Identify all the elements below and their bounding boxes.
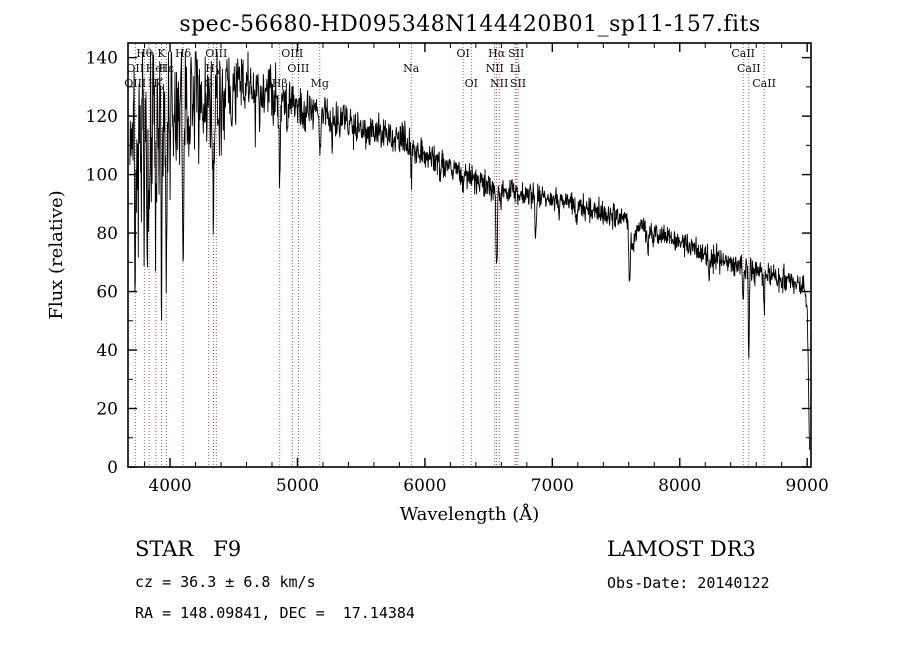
spectral-line-label: CaII — [731, 47, 755, 60]
spectral-line-label: CaII — [752, 77, 776, 90]
chart-title: spec-56680-HD095348N144420B01_sp11-157.f… — [179, 12, 761, 37]
coordinates-label: RA = 148.09841, DEC = 17.14384 — [135, 604, 415, 622]
spectral-line-label: OIII — [124, 77, 146, 90]
y-tick-label: 100 — [86, 166, 118, 186]
x-tick-label: 7000 — [531, 476, 574, 496]
spectral-line-label: K — [157, 47, 166, 60]
x-tick-label: 5000 — [276, 476, 319, 496]
y-tick-label: 140 — [86, 49, 118, 69]
redshift-velocity-label: cz = 36.3 ± 6.8 km/s — [135, 573, 316, 591]
spectral-line-label: HeI — [146, 62, 166, 75]
y-tick-label: 40 — [96, 341, 118, 361]
survey-release-label: LAMOST DR3 — [607, 537, 756, 561]
y-tick-label: 0 — [107, 458, 118, 478]
spectral-line-label: Hζ — [148, 77, 164, 90]
spectral-line-label: OI — [465, 77, 478, 90]
spectral-line-label: Na — [403, 62, 420, 75]
spectrum-trace — [129, 51, 811, 451]
x-tick-label: 6000 — [403, 476, 446, 496]
spectral-line-label: SII — [510, 77, 526, 90]
spectral-line-label: OIII — [287, 62, 309, 75]
spectral-line-label: Hθ — [136, 47, 153, 60]
spectral-line-label: OI — [456, 47, 469, 60]
x-tick-label: 9000 — [786, 476, 829, 496]
spectral-line-label: Li — [510, 62, 521, 75]
y-tick-label: 20 — [96, 400, 118, 420]
observation-date-label: Obs-Date: 20140122 — [607, 574, 770, 592]
y-tick-label: 60 — [96, 283, 118, 303]
spectral-line-label: G — [204, 77, 213, 90]
object-class-label: STAR F9 — [135, 537, 242, 561]
spectral-line-label: Hα — [488, 47, 506, 60]
spectral-line-label: NII — [486, 62, 504, 75]
y-tick-label: 120 — [86, 107, 118, 127]
spectral-line-label: OIII — [281, 47, 303, 60]
spectral-line-label: Mg — [311, 77, 329, 90]
y-tick-label: 80 — [96, 224, 118, 244]
spectral-line-label: SII — [508, 47, 524, 60]
x-axis-label: Wavelength (Å) — [400, 503, 540, 525]
y-axis-label: Flux (relative) — [46, 190, 67, 319]
spectral-line-label: Hγ — [205, 62, 222, 75]
spectral-line-label: OIII — [205, 47, 227, 60]
x-tick-label: 8000 — [658, 476, 701, 496]
spectral-line-label: CaII — [737, 62, 761, 75]
spectral-line-label: Hβ — [272, 77, 288, 90]
spectral-line-label: OII — [126, 62, 144, 75]
spectral-line-label: Hε — [159, 62, 175, 75]
spectrum-chart: 4000 5000 6000 7000 8000 9000 0 20 40 60 80 100 120 1… — [46, 42, 829, 525]
spectral-line-label: NII — [490, 77, 508, 90]
x-tick-label: 4000 — [148, 476, 191, 496]
plot-frame — [127, 42, 812, 468]
spectral-line-label: Hδ — [175, 47, 192, 60]
